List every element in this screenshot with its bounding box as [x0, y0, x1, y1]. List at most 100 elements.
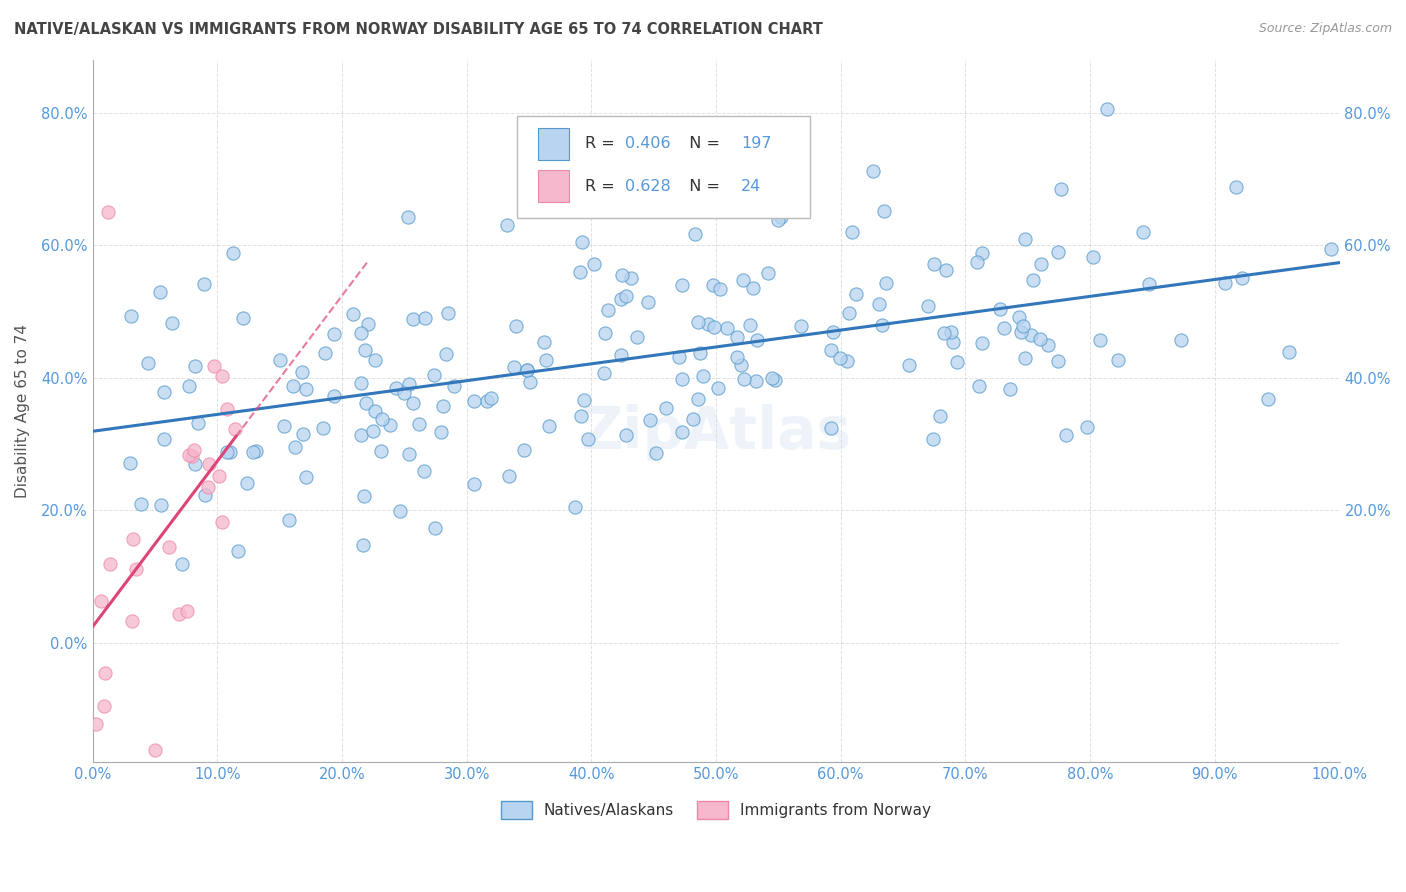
Point: [942, 334, 965, 349]
Point: [569, 409, 592, 423]
Point: [998, 382, 1021, 396]
Point: [592, 366, 614, 380]
Point: [408, 417, 430, 431]
Point: [703, 320, 725, 334]
Point: [157, 541, 180, 555]
Point: [152, 385, 174, 400]
Point: [1022, 272, 1045, 286]
Point: [1225, 180, 1247, 194]
Point: [350, 428, 373, 442]
Point: [945, 355, 967, 369]
Point: [354, 396, 377, 410]
Point: [322, 326, 344, 341]
Point: [689, 345, 711, 359]
Point: [513, 442, 536, 457]
Point: [371, 411, 394, 425]
Point: [1014, 232, 1036, 246]
Point: [645, 445, 668, 459]
Point: [731, 272, 754, 286]
Point: [423, 368, 446, 383]
Point: [273, 418, 295, 433]
Point: [389, 504, 412, 518]
Point: [638, 413, 661, 427]
Point: [184, 457, 207, 471]
Point: [922, 432, 945, 446]
Point: [725, 330, 748, 344]
Point: [396, 211, 419, 225]
Point: [966, 255, 988, 269]
Point: [364, 404, 387, 418]
Point: [988, 301, 1011, 316]
Point: [970, 246, 993, 260]
Point: [434, 347, 457, 361]
Point: [437, 306, 460, 320]
Point: [1232, 270, 1254, 285]
Point: [1010, 325, 1032, 339]
Point: [612, 268, 634, 282]
Point: [496, 219, 519, 233]
Point: [172, 557, 194, 571]
Point: [730, 358, 752, 372]
Point: [763, 374, 786, 388]
Point: [845, 287, 868, 301]
Text: 197: 197: [741, 136, 772, 152]
Point: [211, 515, 233, 529]
Point: [922, 257, 945, 271]
Point: [741, 281, 763, 295]
Point: [342, 307, 364, 321]
Point: [291, 426, 314, 441]
Point: [733, 372, 755, 386]
Point: [215, 402, 238, 417]
Point: [537, 419, 560, 434]
Point: [349, 326, 371, 341]
Point: [278, 513, 301, 527]
Point: [932, 326, 955, 341]
Point: [136, 356, 159, 370]
Point: [160, 316, 183, 330]
Point: [402, 311, 425, 326]
Point: [1170, 333, 1192, 347]
Point: [1019, 327, 1042, 342]
Point: [756, 266, 779, 280]
Point: [564, 500, 586, 515]
Point: [1213, 276, 1236, 290]
Point: [118, 456, 141, 470]
Point: [193, 277, 215, 292]
Text: N =: N =: [679, 136, 724, 152]
Point: [835, 354, 858, 368]
Point: [211, 369, 233, 384]
Point: [516, 363, 538, 377]
Point: [153, 432, 176, 446]
Point: [655, 401, 678, 416]
Point: [94, 666, 117, 681]
Point: [184, 359, 207, 373]
Text: N =: N =: [679, 178, 724, 194]
Point: [596, 303, 619, 318]
Point: [683, 227, 706, 242]
Point: [1046, 245, 1069, 260]
Point: [187, 417, 209, 431]
Point: [90, 594, 112, 608]
Point: [620, 271, 643, 285]
Point: [766, 212, 789, 227]
Point: [93, 698, 115, 713]
Point: [385, 380, 408, 394]
Point: [217, 445, 239, 459]
Point: [725, 350, 748, 364]
Point: [475, 393, 498, 408]
Point: [1014, 351, 1036, 365]
Point: [1081, 251, 1104, 265]
Point: [413, 464, 436, 478]
Point: [935, 262, 957, 277]
Point: [688, 315, 710, 329]
Point: [120, 309, 142, 323]
Point: [697, 317, 720, 331]
Point: [536, 353, 558, 368]
Point: [1320, 242, 1343, 256]
Point: [671, 278, 693, 293]
Text: R =: R =: [585, 136, 620, 152]
Point: [350, 376, 373, 390]
Point: [790, 318, 813, 333]
Legend: Natives/Alaskans, Immigrants from Norway: Natives/Alaskans, Immigrants from Norway: [495, 795, 936, 825]
Point: [820, 343, 842, 357]
